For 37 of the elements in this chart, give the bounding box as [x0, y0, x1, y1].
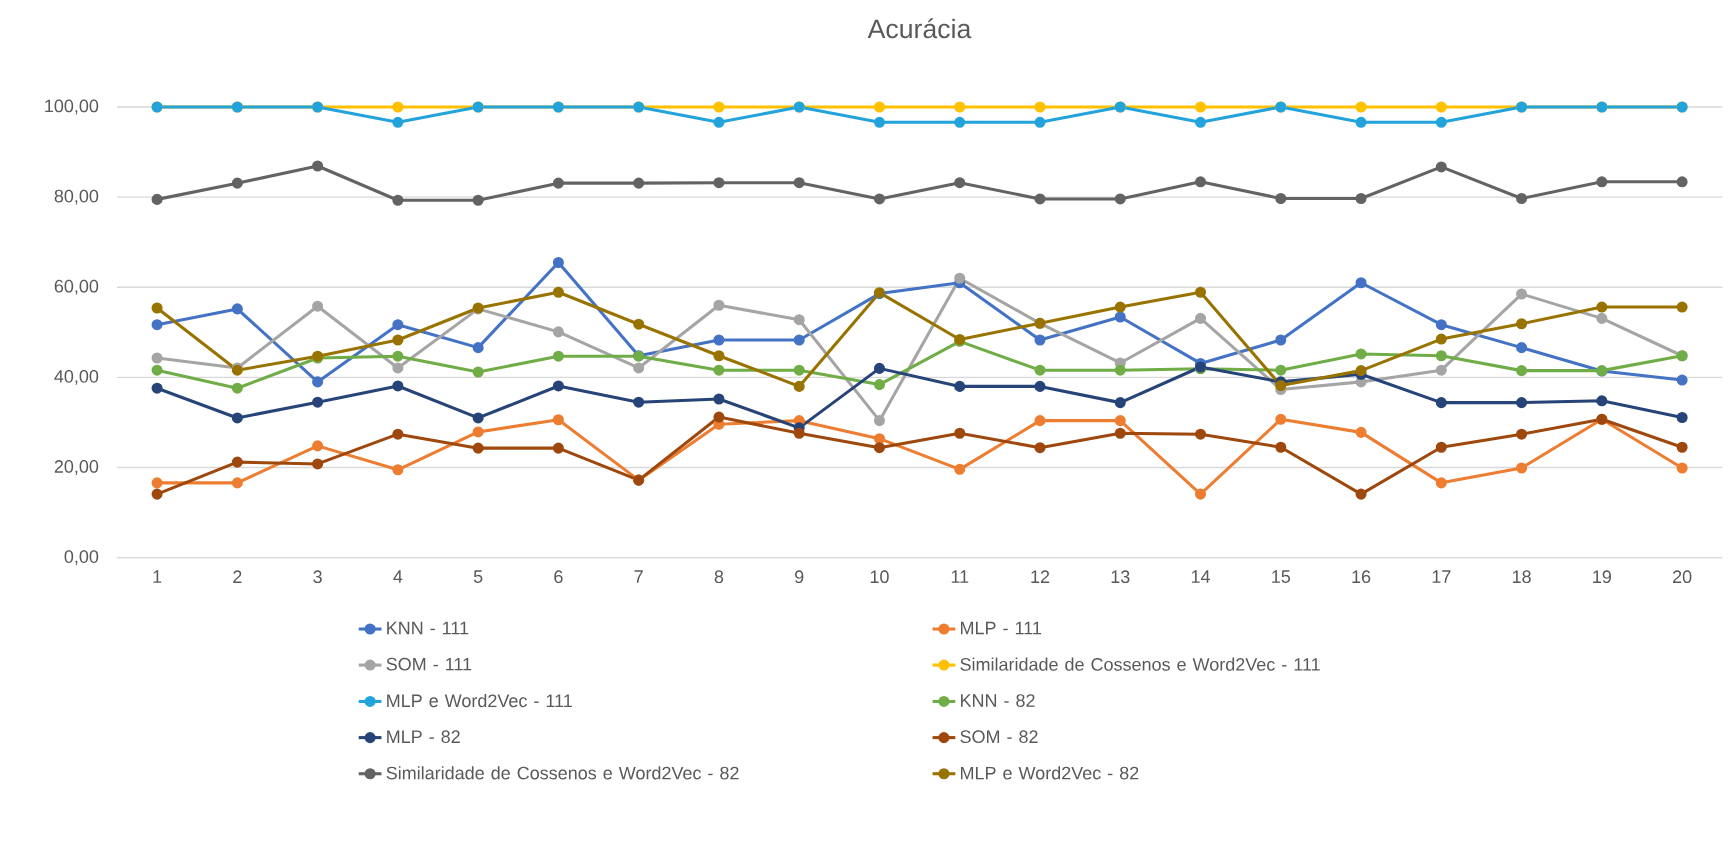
y-tick-label: 80,00: [54, 189, 99, 205]
x-tick-label: 13: [1111, 570, 1130, 584]
x-tick-label: 5: [473, 570, 483, 583]
x-tick-label: 6: [554, 570, 563, 584]
chart-title: Acurácia: [867, 18, 972, 39]
y-tick-label: 0,00: [64, 550, 99, 566]
x-tick-label: 17: [1432, 570, 1451, 583]
legend-label: KNN - 111: [387, 621, 469, 635]
legend-label: MLP e Word2Vec - 82: [961, 766, 1139, 780]
legend-label: Similaridade de Cossenos e Word2Vec - 82: [386, 766, 739, 780]
y-tick-label: 40,00: [54, 369, 99, 385]
legend-label: MLP e Word2Vec - 111: [387, 693, 572, 708]
legend-label: MLP - 82: [387, 730, 460, 744]
y-tick-label: 20,00: [54, 460, 99, 475]
x-tick-label: 10: [870, 570, 889, 584]
legend-label: SOM - 82: [960, 730, 1038, 744]
y-tick-label: 100,00: [45, 99, 99, 115]
x-tick-label: 14: [1191, 570, 1211, 583]
x-tick-label: 8: [714, 570, 724, 584]
x-tick-label: 18: [1512, 570, 1531, 584]
x-tick-label: 9: [795, 570, 804, 584]
x-tick-label: 2: [233, 570, 242, 583]
x-tick-label: 3: [313, 570, 322, 584]
x-tick-label: 11: [951, 570, 969, 583]
x-tick-label: 19: [1593, 570, 1612, 584]
x-tick-label: 20: [1673, 570, 1692, 584]
legend-label: MLP - 111: [961, 621, 1042, 635]
x-tick-label: 4: [393, 570, 403, 583]
y-tick-label: 60,00: [54, 279, 99, 295]
x-tick-label: 15: [1272, 570, 1291, 583]
x-tick-label: 16: [1352, 570, 1371, 584]
legend-label: Similaridade de Cossenos e Word2Vec - 111: [960, 657, 1320, 671]
x-tick-label: 1: [153, 570, 162, 583]
x-tick-label: 7: [634, 570, 643, 583]
legend-label: SOM - 111: [386, 657, 472, 671]
legend-label: KNN - 82: [961, 694, 1035, 707]
x-tick-label: 12: [1031, 570, 1050, 583]
